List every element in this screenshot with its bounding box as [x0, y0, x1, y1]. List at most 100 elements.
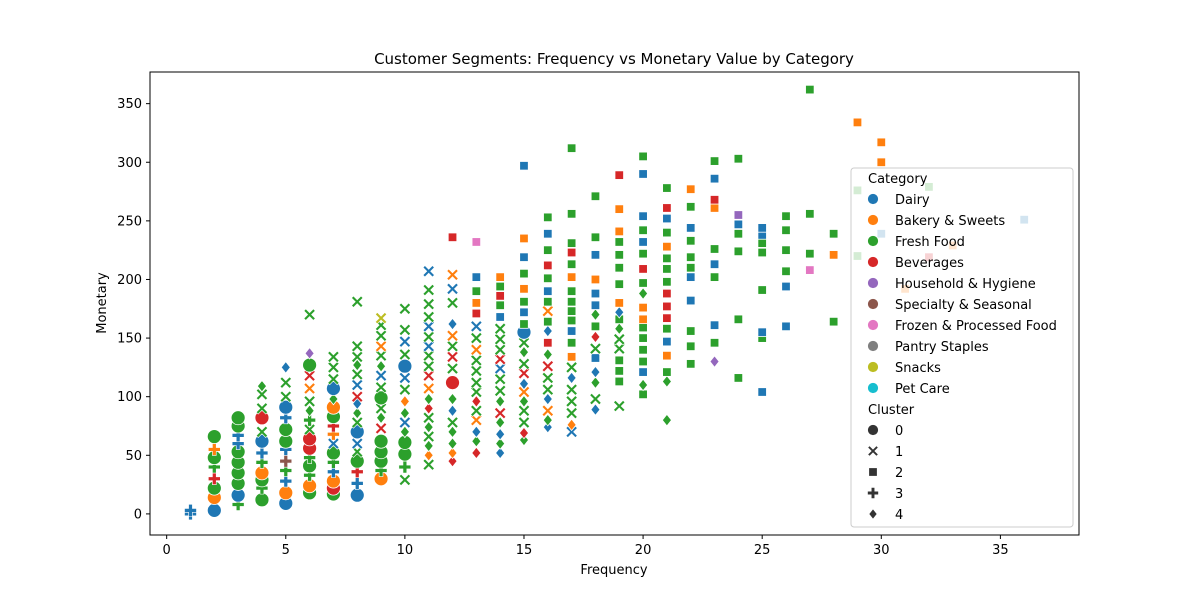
- data-point: [733, 246, 744, 257]
- data-point: [662, 324, 672, 334]
- data-point: [422, 330, 435, 344]
- data-point: [446, 282, 459, 295]
- data-point: [590, 300, 601, 310]
- data-point: [517, 385, 531, 399]
- data-point: [471, 446, 482, 460]
- data-point: [352, 406, 363, 420]
- data-point: [614, 263, 624, 273]
- data-point: [686, 236, 696, 246]
- legend-marker: [867, 445, 879, 457]
- data-point: [661, 375, 672, 388]
- data-point: [399, 406, 410, 420]
- data-point: [518, 426, 530, 440]
- data-point: [374, 340, 388, 353]
- data-point: [399, 425, 410, 439]
- data-point: [566, 286, 577, 296]
- data-point: [184, 504, 197, 517]
- x-tick-label: 30: [873, 543, 890, 558]
- data-point: [638, 225, 648, 235]
- data-point: [566, 297, 577, 307]
- legend-marker: [867, 382, 879, 394]
- x-tick-label: 20: [635, 543, 652, 558]
- data-point: [566, 326, 577, 336]
- data-point: [303, 382, 316, 395]
- data-point: [303, 423, 316, 436]
- data-point: [304, 346, 315, 360]
- data-point: [398, 335, 412, 348]
- data-point: [495, 300, 505, 310]
- data-point: [494, 372, 507, 386]
- legend-marker: [867, 277, 879, 289]
- data-point: [398, 302, 412, 315]
- data-point: [757, 285, 767, 295]
- data-point: [709, 156, 720, 166]
- legend-item-label: Bakery & Sweets: [895, 214, 1005, 229]
- data-point: [566, 272, 577, 282]
- legend-marker: [867, 487, 879, 499]
- data-point: [470, 376, 483, 389]
- data-point: [254, 492, 270, 508]
- data-point: [279, 454, 293, 468]
- data-point: [662, 350, 672, 361]
- data-point: [351, 416, 364, 429]
- data-point: [686, 184, 696, 194]
- data-point: [638, 151, 648, 162]
- data-point: [304, 404, 315, 418]
- data-point: [495, 395, 506, 408]
- data-point: [590, 330, 601, 344]
- data-point: [781, 211, 791, 221]
- data-point: [351, 295, 364, 308]
- data-point: [638, 389, 648, 400]
- y-tick-label: 250: [117, 214, 142, 229]
- data-point: [686, 263, 696, 273]
- data-point: [590, 250, 601, 260]
- data-point: [614, 355, 624, 366]
- data-point: [517, 404, 531, 417]
- data-point: [445, 375, 460, 391]
- data-point: [519, 161, 529, 171]
- data-point: [495, 446, 506, 460]
- legend-box: [850, 167, 1074, 528]
- data-point: [543, 229, 553, 239]
- data-point: [327, 419, 340, 433]
- data-point: [422, 458, 435, 471]
- legend-marker: [867, 319, 879, 331]
- data-point: [686, 359, 696, 369]
- data-point: [518, 377, 530, 391]
- data-point: [327, 350, 340, 363]
- data-point: [543, 245, 553, 255]
- legend-item-label: 2: [895, 466, 903, 481]
- data-point: [471, 237, 482, 247]
- data-point: [254, 433, 270, 449]
- legend-item-label: 0: [895, 424, 903, 439]
- data-point: [709, 244, 720, 254]
- data-point: [495, 272, 505, 282]
- data-point: [614, 226, 624, 237]
- data-point: [327, 456, 340, 469]
- legend-marker: [867, 214, 879, 226]
- data-point: [519, 297, 529, 307]
- x-tick-label: 5: [282, 543, 290, 558]
- data-point: [374, 422, 388, 435]
- data-point: [709, 355, 720, 368]
- data-point: [208, 443, 221, 456]
- data-point: [662, 183, 672, 193]
- data-point: [757, 247, 767, 258]
- data-point: [661, 413, 672, 427]
- data-point: [374, 312, 388, 325]
- data-point: [398, 371, 412, 385]
- data-point: [470, 364, 483, 378]
- data-point: [470, 320, 483, 333]
- legend-marker: [867, 235, 879, 247]
- data-point: [470, 404, 483, 417]
- legend-marker: [868, 508, 878, 520]
- data-point: [541, 404, 554, 417]
- data-point: [349, 424, 365, 440]
- data-point: [373, 433, 389, 449]
- data-point: [757, 327, 767, 337]
- data-point: [566, 338, 577, 348]
- legend-marker: [867, 298, 879, 310]
- data-point: [519, 268, 529, 279]
- data-point: [542, 324, 553, 338]
- data-point: [565, 406, 578, 420]
